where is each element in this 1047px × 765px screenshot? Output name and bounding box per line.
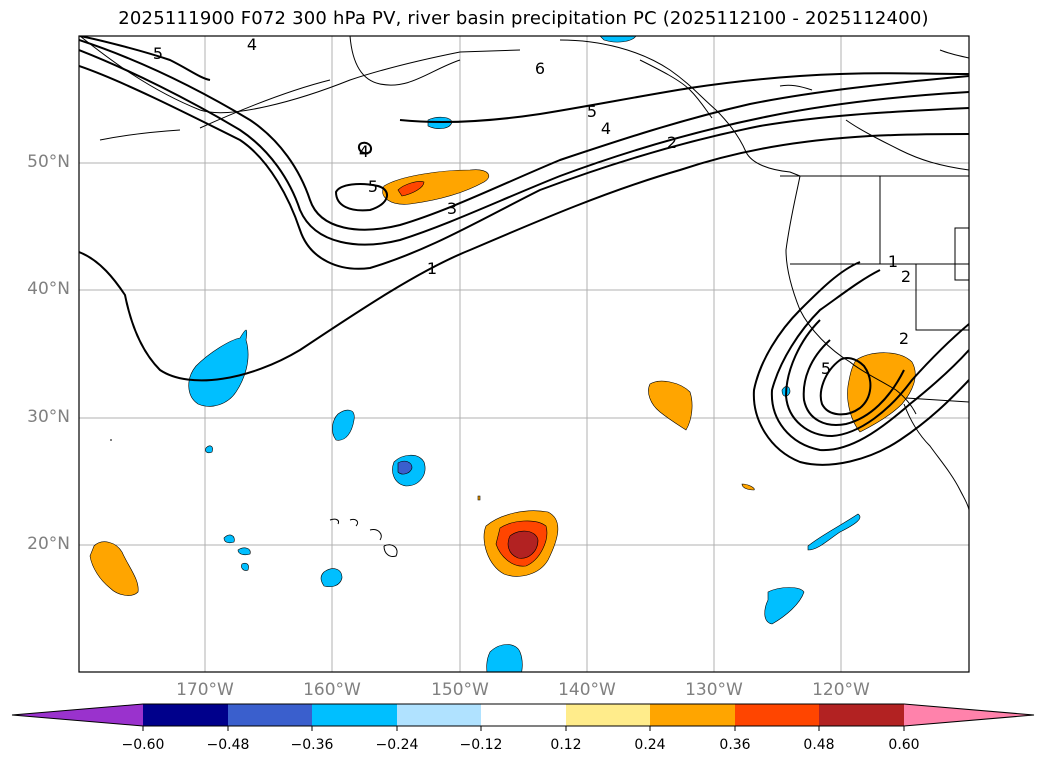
lon-label-170w: 170°W bbox=[176, 680, 234, 700]
colorbar-swatch bbox=[12, 704, 143, 726]
colorbar-tick-label: 0.60 bbox=[888, 737, 920, 753]
negative-precip-areas bbox=[188, 36, 861, 672]
contour-label: 4 bbox=[247, 35, 257, 54]
contour-label: 2 bbox=[901, 267, 911, 286]
lon-label-140w: 140°W bbox=[558, 680, 616, 700]
colorbar-tick-label: −0.12 bbox=[459, 737, 503, 753]
colorbar-tick-label: 0.12 bbox=[550, 737, 582, 753]
colorbar-swatch bbox=[819, 704, 904, 726]
positive-precip-areas bbox=[89, 169, 916, 596]
contour-label: 1 bbox=[427, 259, 437, 278]
lon-label-150w: 150°W bbox=[431, 680, 489, 700]
colorbar-tick-label: 0.48 bbox=[803, 737, 835, 753]
contour-label: 5 bbox=[821, 359, 831, 378]
contour-label: 4 bbox=[359, 142, 369, 161]
lat-label-50n: 50°N bbox=[27, 152, 70, 172]
colorbar-tick-label: −0.24 bbox=[375, 737, 419, 753]
map-frame bbox=[78, 35, 970, 673]
contour-label: 5 bbox=[587, 102, 597, 121]
contour-label: 3 bbox=[447, 199, 457, 218]
colorbar-tick-label: −0.60 bbox=[121, 737, 165, 753]
pv-contours bbox=[79, 36, 969, 466]
coastlines bbox=[79, 36, 969, 557]
colorbar-swatch bbox=[312, 704, 397, 726]
colorbar bbox=[11, 703, 1035, 731]
lon-label-130w: 130°W bbox=[685, 680, 743, 700]
map-title: 2025111900 F072 300 hPa PV, river basin … bbox=[118, 8, 929, 29]
lat-label-20n: 20°N bbox=[27, 534, 70, 554]
contour-label: 5 bbox=[153, 44, 163, 63]
colorbar-swatch bbox=[650, 704, 735, 726]
colorbar-swatch bbox=[735, 704, 819, 726]
colorbar-swatch bbox=[228, 704, 312, 726]
colorbar-swatch bbox=[904, 704, 1034, 726]
lon-label-120w: 120°W bbox=[812, 680, 870, 700]
contour-label: 4 bbox=[601, 119, 611, 138]
lat-label-40n: 40°N bbox=[27, 279, 70, 299]
colorbar-swatch bbox=[397, 704, 481, 726]
colorbar-tick-label: 0.24 bbox=[634, 737, 666, 753]
contour-label: 2 bbox=[667, 133, 677, 152]
contour-label: 5 bbox=[368, 177, 378, 196]
contour-label: 1 bbox=[888, 252, 898, 271]
colorbar-swatch bbox=[481, 704, 566, 726]
contour-label: 6 bbox=[535, 59, 545, 78]
contour-label: 2 bbox=[899, 329, 909, 348]
colorbar-tick-label: −0.48 bbox=[206, 737, 250, 753]
colorbar-tick-label: 0.36 bbox=[719, 737, 751, 753]
colorbar-swatch bbox=[143, 704, 228, 726]
colorbar-swatch bbox=[566, 704, 650, 726]
lon-label-160w: 160°W bbox=[303, 680, 361, 700]
lat-label-30n: 30°N bbox=[27, 407, 70, 427]
colorbar-tick-label: −0.36 bbox=[290, 737, 334, 753]
